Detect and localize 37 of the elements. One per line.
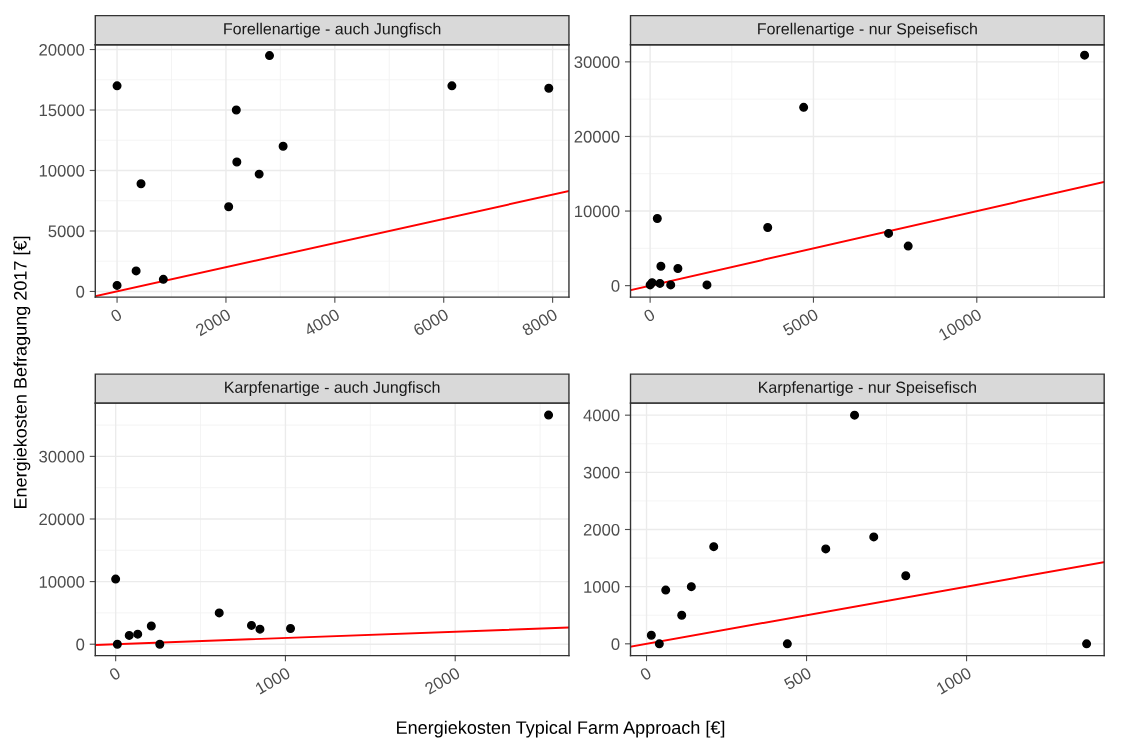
y-tick-label: 30000 [574, 56, 620, 69]
y-tick-label: 0 [611, 638, 620, 651]
y-tick-label: 2000 [583, 523, 620, 536]
y-tick-label: 10000 [39, 164, 85, 177]
y-tick-label: 3000 [583, 466, 620, 479]
y-tick-label: 0 [76, 638, 85, 651]
x-tick-label: 0 [642, 308, 656, 323]
x-tick-label: 0 [108, 666, 122, 681]
y-tick-label: 20000 [39, 513, 85, 526]
chart-title: Karpfenartige - auch Jungfisch [225, 381, 440, 397]
y-tick-label: 20000 [574, 130, 620, 143]
y-tick-label: 10000 [39, 576, 85, 588]
x-tick-label: 4000 [303, 308, 341, 337]
x-tick-label: 2000 [194, 308, 232, 337]
y-tick-label: 5000 [48, 225, 85, 238]
x-tick-label: 0 [639, 666, 653, 681]
y-tick-label: 1000 [584, 581, 620, 593]
x-tick-label: 0 [109, 308, 123, 323]
x-tick-label: 1000 [254, 666, 291, 695]
x-tick-label: 8000 [521, 308, 559, 337]
x-tick-label: 1000 [935, 666, 973, 695]
y-tick-label: 30000 [39, 450, 85, 463]
x-axis-title: Energiekosten Typical Farm Approach [€] [397, 720, 725, 738]
y-tick-label: 0 [611, 280, 620, 292]
y-tick-label: 15000 [39, 104, 85, 117]
y-tick-label: 20000 [39, 43, 85, 56]
x-tick-label: 5000 [782, 308, 820, 337]
y-tick-label: 0 [76, 285, 85, 298]
y-tick-label: 10000 [575, 205, 620, 218]
y-axis-title: Energiekosten Befragung 2017 [€] [13, 236, 31, 509]
chart-title: Forellenartige - nur Speisefisch [758, 22, 977, 38]
chart-title: Karpfenartige - nur Speisefisch [759, 381, 976, 397]
y-tick-label: 4000 [583, 409, 620, 422]
x-tick-label: 2000 [424, 666, 461, 695]
x-tick-label: 500 [783, 666, 813, 691]
x-tick-label: 6000 [412, 308, 450, 337]
chart-title: Forellenartige - auch Jungfisch [224, 22, 441, 38]
